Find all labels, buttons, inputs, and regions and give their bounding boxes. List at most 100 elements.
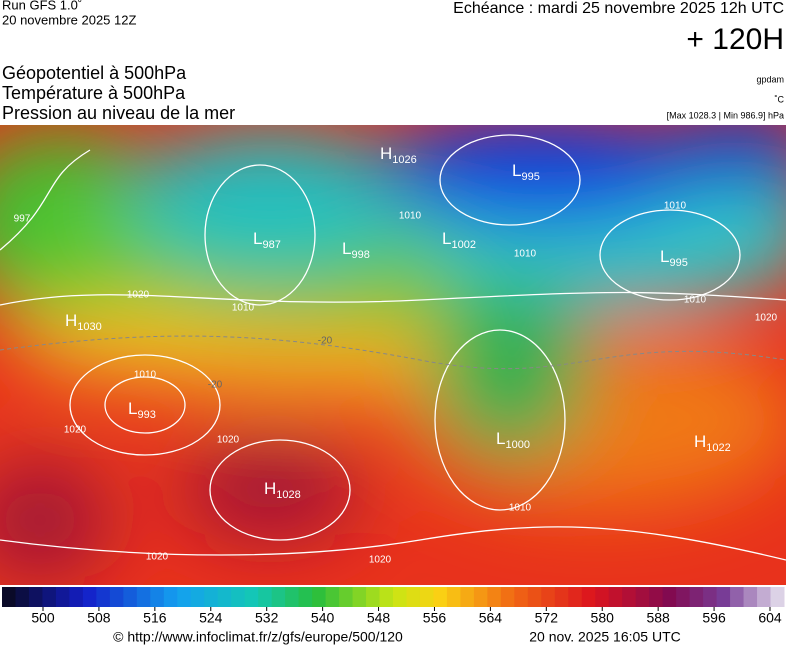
isobar-label: 1010	[514, 249, 537, 260]
center-value: 1000	[505, 439, 529, 451]
isobar-label: 997	[14, 214, 31, 225]
isobar-label: 1010	[399, 211, 422, 222]
pressure-center: H1026	[380, 144, 417, 165]
pressure-center: L995	[512, 161, 540, 182]
isobar-label: 1020	[127, 290, 150, 301]
center-letter: L	[496, 429, 505, 448]
colorbar-tick-label: 596	[702, 610, 726, 626]
color-swatch	[608, 587, 623, 607]
center-letter: L	[512, 161, 521, 180]
legend-title: Température à 500hPa	[2, 83, 186, 103]
isobar-label: 1020	[217, 435, 240, 446]
colorbar-tick-label: 556	[423, 610, 447, 626]
center-value: 1028	[276, 489, 300, 501]
color-swatch	[231, 587, 246, 607]
color-swatch	[339, 587, 354, 607]
colorbar-tick-label: 580	[591, 610, 615, 626]
color-swatch	[69, 587, 84, 607]
color-swatch	[123, 587, 138, 607]
color-swatch	[352, 587, 367, 607]
isobar-label: 1010	[232, 303, 255, 314]
pressure-center: H1028	[264, 479, 301, 500]
color-swatch	[28, 587, 43, 607]
color-swatch	[527, 587, 542, 607]
colorbar-tick-label: 516	[143, 610, 167, 626]
legend-title: Géopotentiel à 500hPa	[2, 63, 187, 83]
color-swatch	[433, 587, 448, 607]
color-swatch	[82, 587, 97, 607]
colorbar-tick-label: 500	[31, 610, 55, 626]
lead-time: + 120H	[686, 23, 784, 56]
run-date: 20 novembre 2025 12Z	[2, 12, 136, 27]
color-swatch	[581, 587, 596, 607]
colorbar-tick-label: 572	[535, 610, 559, 626]
legend-title: Pression au niveau de la mer	[2, 103, 235, 123]
center-letter: H	[65, 311, 77, 330]
colorbar-tick-label: 548	[367, 610, 391, 626]
center-value: 993	[137, 409, 155, 421]
generated-time: 20 nov. 2025 16:05 UTC	[529, 629, 681, 645]
pressure-center: H1030	[65, 311, 102, 332]
isobar-label: 1010	[509, 503, 532, 514]
color-swatch	[554, 587, 569, 607]
color-swatch	[514, 587, 529, 607]
isobar-label: 1020	[146, 552, 169, 563]
color-swatch	[298, 587, 313, 607]
color-swatch	[366, 587, 381, 607]
color-swatch	[109, 587, 124, 607]
color-swatch	[568, 587, 583, 607]
isobar-label: 1020	[64, 425, 87, 436]
colorbar-tick-label: 588	[646, 610, 670, 626]
color-swatch	[285, 587, 300, 607]
color-swatch	[217, 587, 232, 607]
color-swatch	[635, 587, 650, 607]
center-value: 1022	[706, 442, 730, 454]
isobar-labels: 997 1010 1010 1010 1010 1010 1020 1010 1020 1020 1…	[14, 201, 778, 566]
color-swatch	[190, 587, 205, 607]
color-swatch	[379, 587, 394, 607]
color-swatch	[730, 587, 745, 607]
color-swatch	[271, 587, 286, 607]
color-swatch	[743, 587, 758, 607]
isobars	[0, 134, 786, 561]
color-swatch	[2, 587, 16, 607]
color-swatch	[500, 587, 515, 607]
color-swatch	[406, 587, 421, 607]
colorbar-tick-label: 508	[87, 610, 111, 626]
pressure-center: L998	[342, 239, 370, 260]
center-value: 1002	[451, 239, 475, 251]
center-letter: L	[253, 229, 262, 248]
color-swatch	[703, 587, 718, 607]
color-swatch	[393, 587, 407, 607]
color-swatch	[258, 587, 273, 607]
color-swatch	[649, 587, 664, 607]
source-url: © http://www.infoclimat.fr/z/gfs/europe/…	[113, 629, 403, 645]
center-value: 995	[669, 257, 687, 269]
color-swatch	[689, 587, 704, 607]
pressure-center: H1022	[694, 432, 731, 453]
colorbar: 500 508 516 524 532 540 548 556 564 572 580 588 596 6…	[2, 587, 785, 626]
center-letter: L	[342, 239, 351, 258]
color-swatch	[150, 587, 165, 607]
color-swatch	[595, 587, 610, 607]
color-swatch	[55, 587, 70, 607]
color-swatch	[460, 587, 475, 607]
color-swatch	[15, 587, 30, 607]
color-swatch	[622, 587, 637, 607]
color-swatch	[244, 587, 259, 607]
color-swatch	[419, 587, 434, 607]
color-swatch	[96, 587, 111, 607]
center-value: 987	[262, 239, 280, 251]
color-swatch	[770, 587, 785, 607]
center-letter: H	[380, 144, 392, 163]
color-swatch	[177, 587, 192, 607]
pressure-center: L987	[253, 229, 281, 250]
isotherms	[0, 335, 786, 370]
center-value: 998	[351, 249, 369, 261]
color-swatch	[446, 587, 461, 607]
color-swatch	[204, 587, 219, 607]
center-letter: L	[660, 247, 669, 266]
color-swatch	[757, 587, 772, 607]
